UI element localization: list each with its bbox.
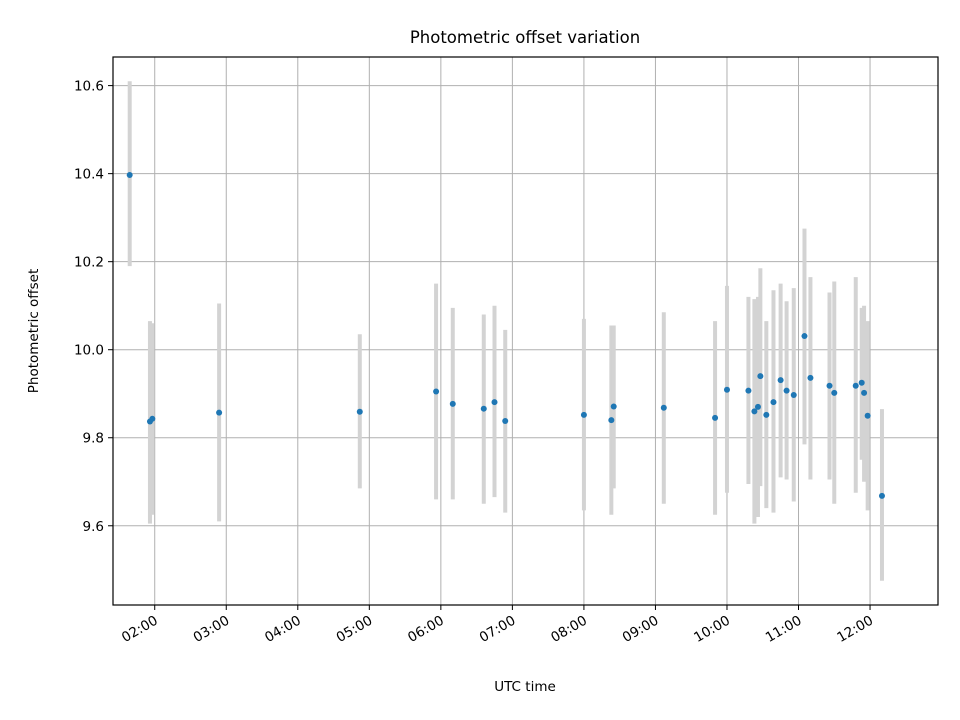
data-point (878, 492, 885, 499)
data-point (790, 392, 797, 399)
data-point (754, 403, 761, 410)
data-point (770, 399, 777, 406)
data-point (149, 415, 156, 422)
data-point (449, 400, 456, 407)
data-point (745, 387, 752, 394)
data-point (660, 404, 667, 411)
data-point (610, 403, 617, 410)
data-point (777, 377, 784, 384)
data-point (858, 379, 865, 386)
data-point (480, 405, 487, 412)
data-point (801, 333, 808, 340)
data-point (216, 409, 223, 416)
data-point (433, 388, 440, 395)
points (126, 171, 885, 499)
y-tick-label: 10.4 (74, 167, 104, 183)
y-axis: 9.6 9.8 10.0 10.2 10.4 10.6 (74, 79, 113, 535)
y-tick-label: 10.2 (74, 255, 104, 271)
data-point (580, 411, 587, 418)
plot-area (113, 57, 938, 605)
data-point (864, 412, 871, 419)
data-point (356, 408, 363, 415)
y-tick-label: 10.0 (74, 343, 104, 359)
data-point (852, 382, 859, 389)
data-point (712, 414, 719, 421)
data-point (763, 411, 770, 418)
data-point (861, 389, 868, 396)
y-axis-label: Photometric offset (26, 269, 42, 393)
plot-frame (112, 56, 939, 606)
y-tick-label: 9.8 (83, 431, 104, 447)
data-point (831, 389, 838, 396)
data-point (502, 418, 509, 425)
grid (113, 57, 938, 605)
x-axis-label: UTC time (494, 679, 556, 695)
y-tick-label: 10.6 (74, 79, 104, 95)
data-point (757, 373, 764, 380)
chart-title: Photometric offset variation (410, 28, 640, 47)
data-point (783, 387, 790, 394)
data-point (491, 399, 498, 406)
data-point (723, 386, 730, 393)
data-point (751, 408, 758, 415)
data-point (126, 171, 133, 178)
data-point (826, 382, 833, 389)
data-point (608, 417, 615, 424)
data-point (807, 374, 814, 381)
y-tick-label: 9.6 (83, 519, 104, 535)
